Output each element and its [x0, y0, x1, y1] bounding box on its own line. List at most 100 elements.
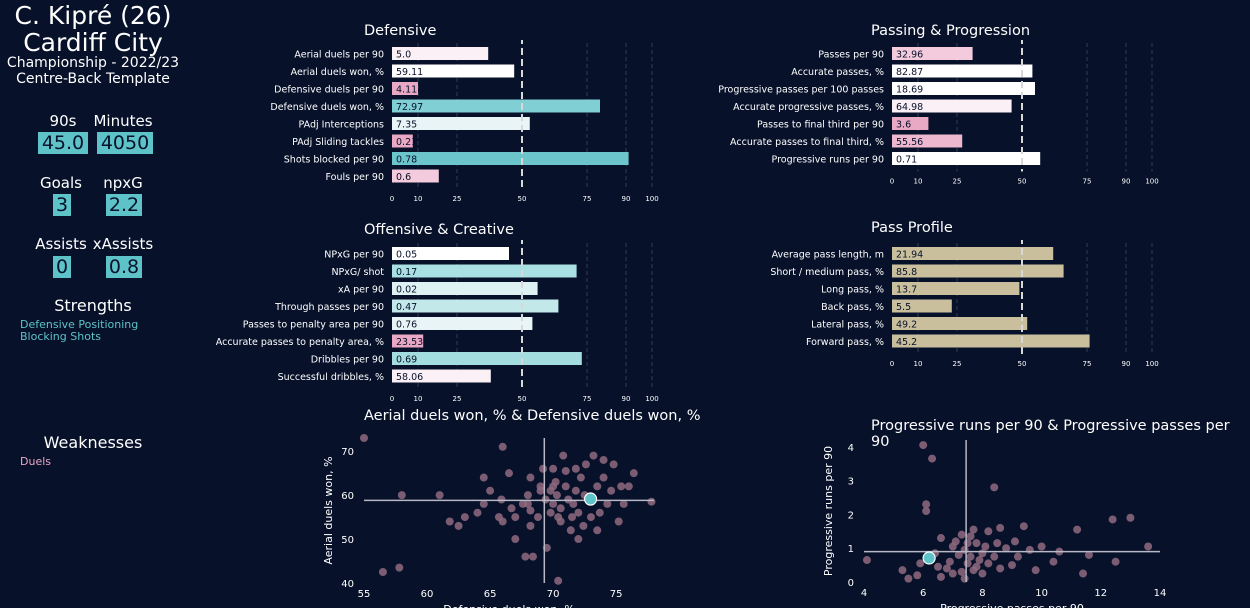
nineties-value: 45.0 [38, 132, 88, 154]
minutes-value: 4050 [97, 132, 153, 154]
scatter-point [534, 513, 542, 522]
scatter-point [568, 513, 577, 522]
x-tick-label: 75 [610, 589, 623, 600]
scatter-point [1111, 557, 1120, 566]
bar-category-label: Progressive runs per 90 [772, 155, 884, 166]
bar-category-label: Short / medium pass, % [770, 267, 884, 278]
scatter-point [647, 497, 656, 506]
tick-label: 100 [645, 395, 658, 403]
scatter-point [574, 535, 583, 544]
defensive-title: Defensive [364, 23, 437, 39]
bar-category-label: Accurate passes to penalty area, % [216, 337, 384, 348]
assists-value: 0 [53, 256, 71, 278]
scatter-point [1037, 542, 1046, 551]
tick-label: 10 [414, 195, 423, 203]
bar [892, 152, 1041, 165]
passing-title: Passing & Progression [871, 23, 1031, 39]
tick-label: 90 [1122, 360, 1131, 368]
bar-value-label: 18.69 [896, 85, 923, 96]
scatter-point [904, 574, 913, 583]
tick-label: 25 [953, 360, 962, 368]
bar-category-label: Accurate progressive passes, % [733, 102, 884, 113]
scatter-point [586, 513, 595, 522]
bar [892, 134, 963, 148]
bar [392, 99, 600, 113]
bar [892, 82, 1035, 95]
scatter-point [619, 499, 628, 508]
scatter-point [898, 566, 907, 575]
scatter-point [505, 469, 513, 478]
bar-value-label: 49.2 [896, 320, 917, 331]
bar-value-label: 5.5 [896, 302, 911, 313]
bar-value-label: 3.6 [896, 120, 911, 131]
scatter-point [1084, 550, 1093, 559]
scatter-point [539, 464, 548, 473]
scatter-point [595, 508, 604, 517]
player-info-panel: C. Kipré (26) Cardiff City Championship … [0, 0, 200, 608]
bar-value-label: 58.06 [396, 372, 423, 383]
scatter-point [552, 491, 561, 500]
scatter-point [996, 564, 1005, 573]
scatter-point [990, 552, 999, 561]
scatter-point [975, 556, 984, 565]
bar-category-label: Average pass length, m [772, 250, 884, 261]
scatter-aerial-title: Aerial duels won, % & Defensive duels wo… [364, 408, 701, 424]
weaknesses-title: Weaknesses [43, 433, 143, 452]
scatter-point [607, 486, 616, 495]
bar-category-label: Successful dribbles, % [278, 372, 384, 383]
scatter-point [1010, 537, 1019, 546]
scatter-point [549, 464, 558, 473]
scatter-point [589, 451, 598, 460]
bar [392, 82, 418, 95]
tick-label: 50 [518, 395, 527, 403]
bar-category-label: Passes per 90 [818, 50, 884, 61]
tick-label: 25 [453, 195, 462, 203]
x-tick-label: 6 [920, 588, 926, 599]
scatter-point [1108, 515, 1117, 524]
tick-label: 0 [890, 178, 894, 186]
aerial-defensive-scatter: 55 60 65 70 75 40 50 60 70 Defensive duels won, %… [322, 434, 656, 608]
scatter-point [497, 495, 506, 504]
scatter-point [916, 559, 925, 568]
scatter-point [1019, 522, 1028, 531]
bar-value-label: 0.47 [396, 302, 417, 313]
bar [392, 169, 439, 183]
bar [392, 152, 629, 165]
bar-value-label: 4.11 [396, 85, 417, 96]
scatter-point [966, 552, 975, 561]
tick-label: 90 [622, 195, 631, 203]
minutes-label: Minutes [93, 112, 153, 130]
bar [392, 299, 559, 313]
x-tick-label: 70 [547, 589, 560, 600]
bar-category-label: Back pass, % [821, 302, 884, 313]
tick-label: 0 [390, 395, 394, 403]
tick-label: 25 [453, 395, 462, 403]
x-tick-label: 55 [358, 589, 371, 600]
bar-value-label: 0.76 [396, 320, 417, 331]
scatter-point [486, 486, 495, 495]
scatter-point [945, 557, 954, 566]
scatter-point [1013, 552, 1022, 561]
scatter-point [599, 473, 608, 482]
scatter-point [523, 491, 532, 500]
scatter-point [978, 569, 987, 578]
bar [892, 64, 1033, 78]
bar [892, 334, 1090, 348]
scatter-point [511, 513, 520, 522]
scatter-point [603, 499, 612, 508]
tick-label: 90 [1122, 178, 1131, 186]
bar-value-label: 82.87 [896, 67, 923, 78]
y-tick-label: 70 [341, 447, 354, 458]
bar-category-label: Aerial duels per 90 [294, 50, 384, 61]
x-tick-label: 14 [1154, 588, 1167, 599]
scatter-point [614, 517, 623, 526]
bar [892, 317, 1028, 330]
y-tick-label: 1 [848, 544, 854, 555]
goals-label: Goals [40, 174, 82, 192]
scatter-point [479, 499, 488, 508]
scatter-point [624, 482, 633, 491]
bar [392, 317, 533, 330]
tick-label: 100 [1145, 178, 1158, 186]
scatter-point [593, 482, 602, 491]
scatter-point [498, 517, 507, 526]
